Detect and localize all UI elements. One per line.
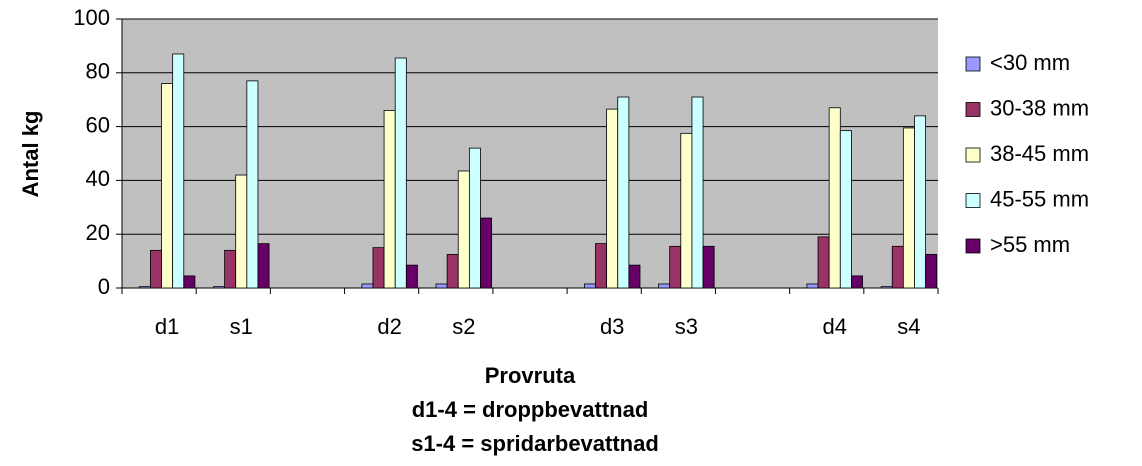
y-tick-label: 60 bbox=[86, 112, 110, 137]
bar bbox=[394, 57, 407, 289]
bar bbox=[172, 53, 185, 289]
bar bbox=[925, 253, 938, 289]
bar bbox=[839, 130, 852, 289]
legend-label: >55 mm bbox=[990, 232, 1070, 257]
bar bbox=[138, 286, 151, 289]
bar bbox=[224, 249, 237, 289]
bar bbox=[851, 275, 863, 289]
bar bbox=[891, 245, 904, 289]
bar bbox=[457, 170, 470, 289]
bar bbox=[161, 83, 174, 289]
legend-swatch bbox=[965, 56, 981, 72]
y-tick-label: 80 bbox=[86, 59, 110, 84]
bar bbox=[405, 264, 418, 289]
y-tick-label: 100 bbox=[73, 5, 110, 30]
x-tick-label: s3 bbox=[675, 314, 698, 339]
legend-swatch bbox=[965, 147, 981, 163]
y-tick-label: 20 bbox=[86, 220, 110, 245]
bar bbox=[480, 217, 493, 289]
legend-swatch bbox=[965, 238, 981, 254]
x-tick-label: s1 bbox=[230, 314, 253, 339]
bar bbox=[435, 283, 448, 289]
bar bbox=[183, 275, 196, 289]
x-tick-label: d2 bbox=[377, 314, 401, 339]
bar bbox=[628, 264, 641, 289]
bar bbox=[606, 108, 619, 289]
bar bbox=[806, 283, 819, 289]
x-tick-label: d1 bbox=[155, 314, 179, 339]
bar bbox=[702, 245, 715, 289]
bar bbox=[235, 174, 248, 289]
x-tick-label: d3 bbox=[600, 314, 624, 339]
legend-swatch bbox=[965, 193, 981, 208]
legend-label: 30-38 mm bbox=[990, 95, 1089, 120]
legend-swatch bbox=[965, 102, 981, 117]
bar bbox=[817, 236, 830, 289]
bar bbox=[880, 286, 893, 289]
bar bbox=[446, 253, 459, 289]
bar bbox=[213, 286, 225, 289]
bar bbox=[691, 96, 704, 289]
x-tick-label: s4 bbox=[897, 314, 920, 339]
x-tick-label: s2 bbox=[452, 314, 475, 339]
x-tick-label: d4 bbox=[822, 314, 846, 339]
legend-label: 38-45 mm bbox=[990, 141, 1089, 166]
bar bbox=[383, 110, 396, 289]
y-tick-label: 0 bbox=[98, 274, 110, 299]
legend-label: <30 mm bbox=[990, 50, 1070, 75]
bar bbox=[372, 247, 385, 289]
annotation: s1-4 = spridarbevattnad bbox=[411, 431, 659, 456]
bar bbox=[658, 283, 671, 289]
bar bbox=[828, 107, 841, 289]
bar bbox=[583, 283, 596, 289]
bar bbox=[257, 243, 270, 289]
bar bbox=[468, 147, 481, 289]
bar bbox=[149, 249, 162, 289]
bar bbox=[361, 283, 374, 289]
y-tick-label: 40 bbox=[86, 166, 110, 191]
bar bbox=[595, 243, 608, 289]
legend-label: 45-55 mm bbox=[990, 186, 1089, 211]
y-axis-label: Antal kg bbox=[18, 111, 43, 198]
x-axis-label: Provruta bbox=[485, 363, 576, 388]
bar bbox=[902, 127, 915, 289]
annotation: d1-4 = droppbevattnad bbox=[412, 397, 649, 422]
bar bbox=[617, 96, 630, 289]
bar bbox=[680, 132, 693, 289]
bar bbox=[669, 245, 682, 289]
bar bbox=[914, 115, 926, 289]
bar bbox=[246, 80, 259, 289]
